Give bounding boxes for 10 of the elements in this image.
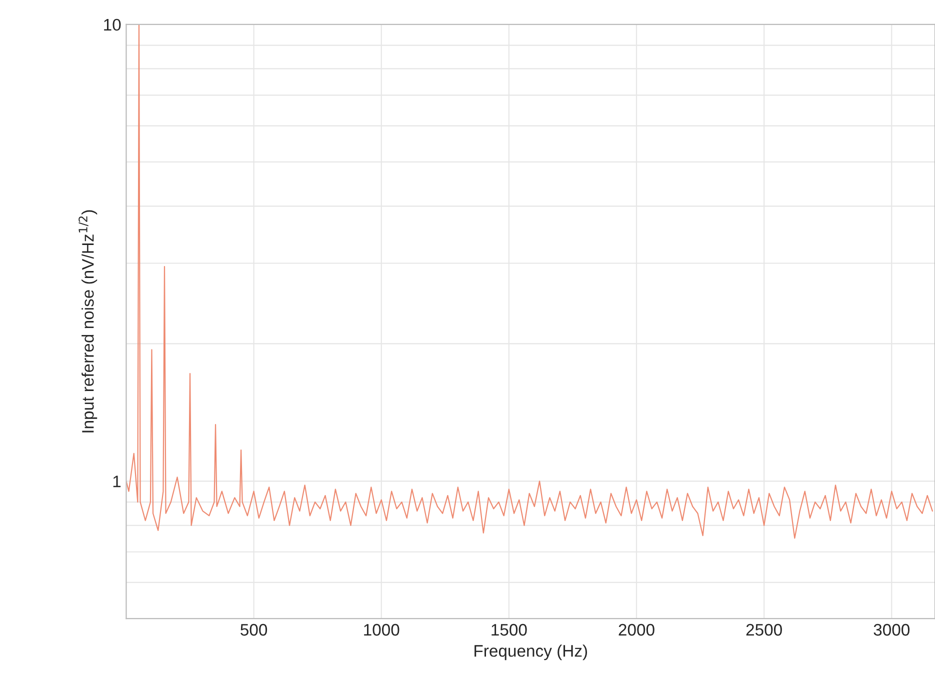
y-tick-label: 10 [104,18,121,31]
x-tick-label: 1000 [364,624,400,636]
x-axis-title: Frequency (Hz) [474,644,588,660]
x-tick-label: 2500 [746,624,782,636]
x-tick-label: 3000 [874,624,910,636]
x-tick-label: 2000 [618,624,654,636]
y-tick-label: 1 [113,476,121,488]
x-tick-label: 1500 [492,624,527,636]
x-tick-label: 500 [240,624,268,636]
y-axis-title: Input referred noise (nV/Hz$^{1/2}$) [78,210,98,432]
